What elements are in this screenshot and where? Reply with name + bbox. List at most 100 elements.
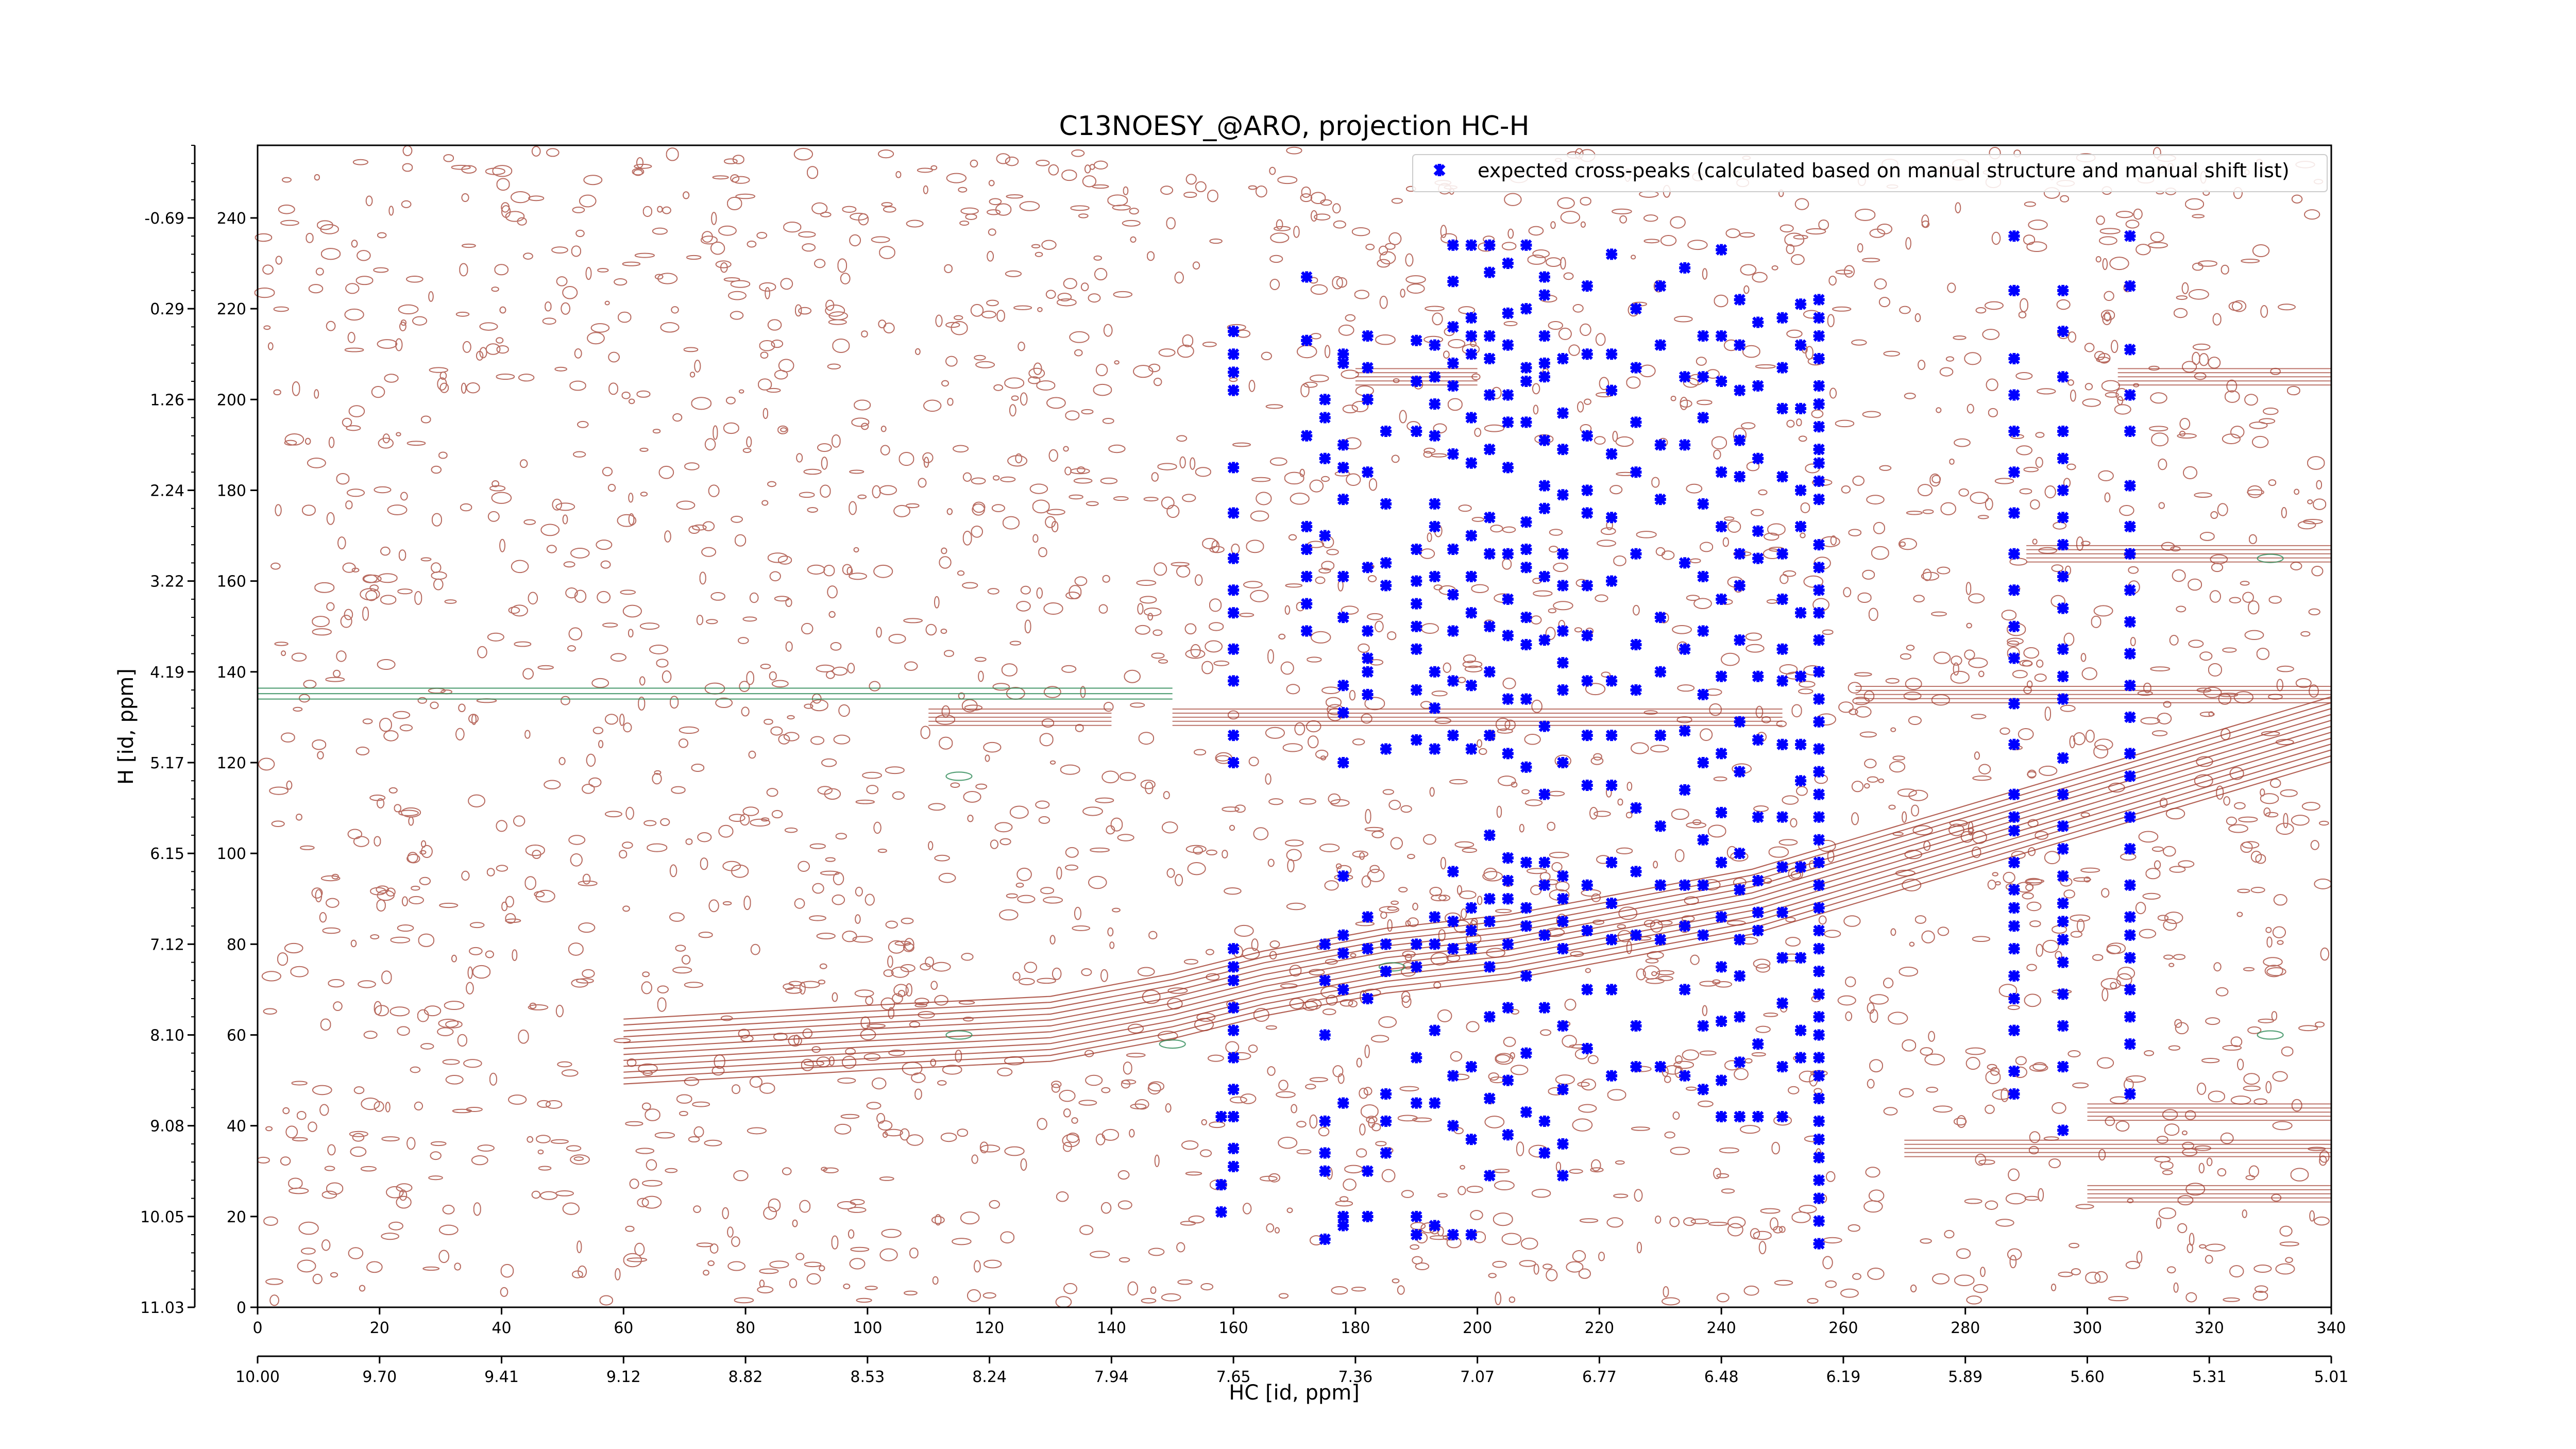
cross-peak-point — [1301, 334, 1313, 346]
x-ppm-tick-label: 7.07 — [1460, 1368, 1495, 1386]
cross-peak-point — [1581, 984, 1593, 996]
cross-peak-point — [1697, 570, 1709, 582]
cross-peak-point — [1813, 493, 1825, 506]
cross-peak-point — [1813, 584, 1825, 596]
cross-peak-point — [1716, 1015, 1727, 1027]
x-ppm-tick-label: 7.94 — [1094, 1368, 1129, 1386]
cross-peak-point — [2008, 548, 2020, 560]
y-tick-label: 0 — [236, 1299, 246, 1317]
cross-peak-point — [1654, 729, 1666, 742]
cross-peak-point — [1484, 352, 1496, 365]
y-ppm-tick-label: 3.22 — [150, 573, 184, 591]
cross-peak-point — [1776, 402, 1788, 415]
cross-peak-point — [1605, 897, 1618, 909]
cross-peak-point — [1502, 938, 1514, 950]
cross-peak-point — [1484, 1011, 1496, 1023]
cross-peak-point — [1605, 1070, 1618, 1082]
x-ppm-tick-label: 6.77 — [1582, 1368, 1617, 1386]
y-ppm-tick-label: 6.15 — [150, 845, 184, 863]
cross-peak-point — [1679, 557, 1691, 569]
y-tick-label: 40 — [227, 1118, 246, 1136]
cross-peak-point — [1813, 1192, 1825, 1204]
cross-peak-point — [1411, 375, 1422, 387]
x-ppm-tick-label: 9.12 — [606, 1368, 641, 1386]
cross-peak-point — [1813, 475, 1825, 487]
cross-peak-point — [1411, 1210, 1422, 1222]
cross-peak-point — [1605, 248, 1618, 260]
cross-peak-point — [1734, 339, 1745, 351]
cross-peak-point — [2008, 902, 2020, 914]
legend: expected cross-peaks (calculated based o… — [1412, 154, 2328, 192]
cross-peak-point — [1227, 607, 1240, 619]
cross-peak-point — [1557, 444, 1569, 456]
cross-peak-point — [1447, 448, 1459, 460]
cross-peak-point — [1362, 1165, 1374, 1177]
cross-peak-point — [1752, 316, 1764, 328]
cross-peak-point — [1654, 439, 1666, 451]
cross-peak-point — [1380, 966, 1392, 978]
cross-peak-point — [1679, 262, 1691, 274]
cross-peak-point — [1465, 239, 1477, 251]
cross-peak-point — [2008, 352, 2020, 365]
cross-peak-point — [1447, 1070, 1459, 1082]
cross-peak-point — [1411, 734, 1422, 746]
y-ppm-tick-label: 9.08 — [150, 1118, 184, 1136]
cross-peak-point — [1502, 693, 1514, 705]
cross-peak-point — [1794, 861, 1807, 873]
cross-peak-point — [1319, 452, 1331, 464]
cross-peak-point — [1581, 630, 1593, 642]
x-ppm-tick-label: 7.65 — [1216, 1368, 1251, 1386]
cross-peak-point — [1630, 362, 1642, 374]
cross-peak-point — [1813, 312, 1825, 324]
cross-peak-point — [1630, 1020, 1642, 1032]
y-tick-label: 240 — [217, 210, 246, 228]
cross-peak-point — [1447, 1120, 1459, 1132]
x-tick-label: 60 — [614, 1319, 633, 1337]
cross-peak-point — [1654, 611, 1666, 624]
cross-peak-point — [1654, 493, 1666, 506]
cross-peak-point — [1654, 879, 1666, 891]
cross-peak-point — [1227, 584, 1240, 596]
cross-peak-point — [1538, 720, 1550, 732]
cross-peak-point — [1697, 371, 1709, 383]
cross-peak-point — [1502, 257, 1514, 269]
cross-peak-point — [1697, 1020, 1709, 1032]
cross-peak-point — [2008, 856, 2020, 868]
cross-peak-point — [1502, 1002, 1514, 1014]
cross-peak-point — [1520, 920, 1532, 932]
cross-peak-point — [1630, 302, 1642, 315]
cross-peak-point — [1447, 866, 1459, 878]
cross-peak-point — [1679, 439, 1691, 451]
cross-peak-point — [1538, 1002, 1550, 1014]
cross-peak-point — [1794, 298, 1807, 310]
cross-peak-point — [1538, 330, 1550, 342]
cross-peak-point — [1447, 239, 1459, 251]
cross-peak-point — [1520, 543, 1532, 555]
cross-peak-point — [2124, 879, 2136, 891]
contour-layer — [254, 145, 2332, 1308]
cross-peak-point — [1538, 480, 1550, 492]
cross-peak-point — [1227, 1002, 1240, 1014]
cross-peak-point — [1227, 507, 1240, 519]
cross-peak-point — [1465, 924, 1477, 937]
y-ppm-tick-label: 0.29 — [150, 300, 184, 318]
cross-peak-point — [1484, 548, 1496, 560]
cross-peak-point — [1337, 947, 1349, 959]
cross-peak-point — [1776, 643, 1788, 655]
cross-peak-point — [1776, 997, 1788, 1009]
cross-peak-point — [1697, 498, 1709, 510]
cross-peak-point — [1337, 493, 1349, 506]
cross-peak-point — [2124, 748, 2136, 760]
y-ppm-tick-label: 11.03 — [140, 1299, 184, 1317]
cross-peak-point — [1465, 412, 1477, 424]
cross-peak-point — [2057, 670, 2069, 682]
cross-peak-point — [2124, 1088, 2136, 1100]
cross-peak-point — [1734, 934, 1745, 946]
legend-label: expected cross-peaks (calculated based o… — [1478, 159, 2290, 182]
cross-peak-point — [1484, 1092, 1496, 1104]
cross-peak-point — [1380, 743, 1392, 755]
y-tick-label: 80 — [227, 936, 246, 954]
cross-peak-point — [1679, 643, 1691, 655]
cross-peak-point — [1447, 729, 1459, 742]
